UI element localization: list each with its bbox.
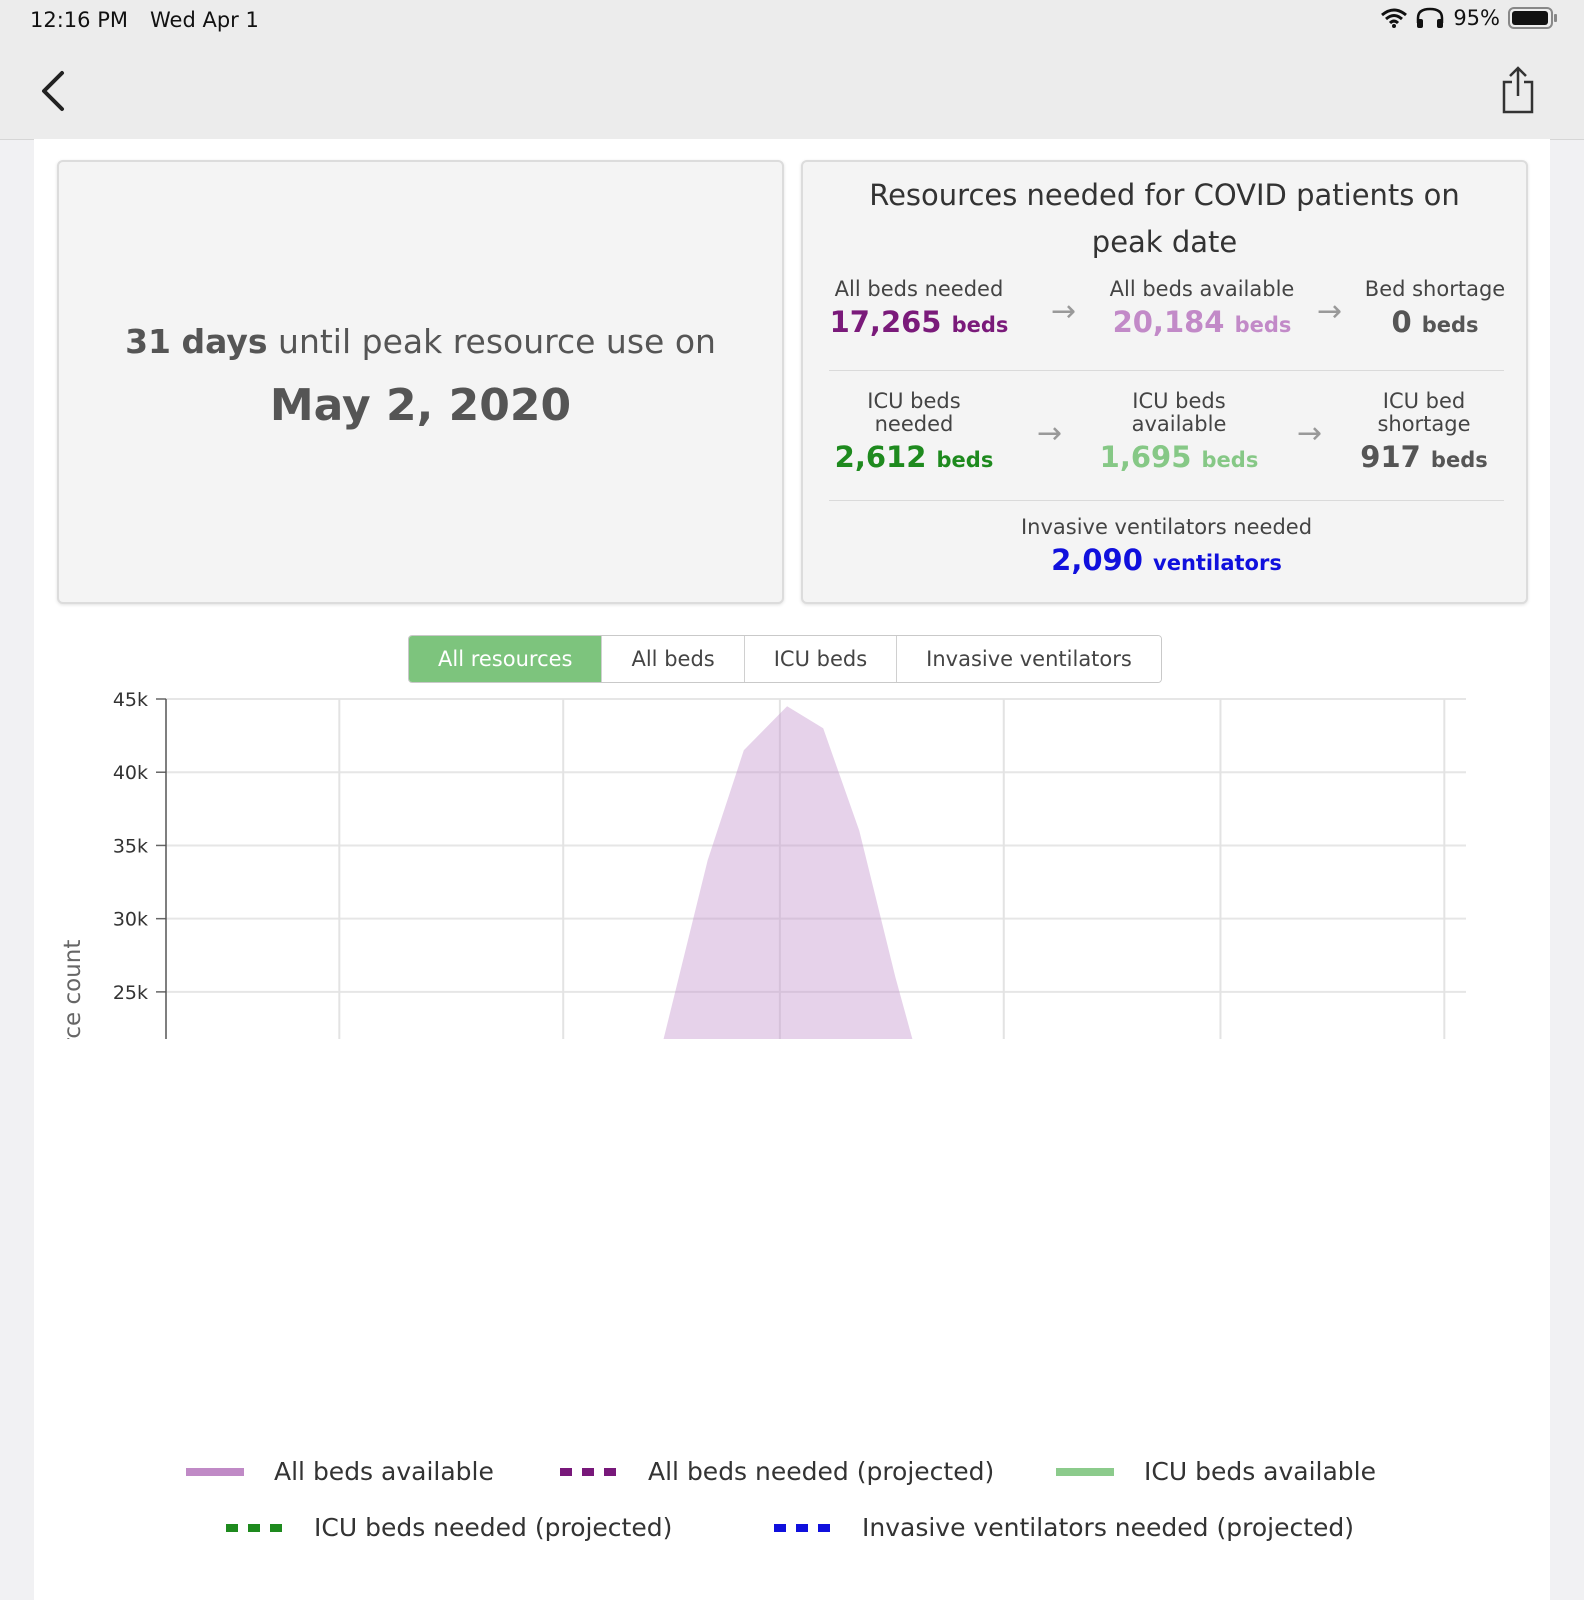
legend-all-beds-available[interactable]: All beds available [186, 1457, 494, 1486]
ventilators-needed: Invasive ventilators needed 2,090 ventil… [829, 515, 1504, 578]
status-date: Wed Apr 1 [150, 8, 259, 32]
y-tick-label: 25k [113, 982, 148, 1004]
battery-icon [1508, 7, 1557, 29]
peak-days-text: 31 days until peak resource use on [59, 322, 782, 361]
y-tick-label: 35k [113, 835, 148, 857]
legend-label: ICU beds available [1144, 1457, 1377, 1486]
arrow-right-icon: → [1317, 294, 1343, 329]
status-time: 12:16 PM [30, 8, 128, 32]
value-unit: beds [936, 448, 994, 472]
battery-percent: 95% [1453, 6, 1500, 30]
ventilators-label: Invasive ventilators needed [1020, 515, 1313, 539]
bed-shortage: Bed shortage 0 beds [1353, 277, 1517, 340]
peak-days-count: 31 [125, 322, 171, 361]
value-number: 917 [1360, 440, 1421, 474]
tab-invasive-ventilators[interactable]: Invasive ventilators [896, 636, 1161, 682]
icu-bed-shortage: ICU bed shortage 917 beds [1339, 389, 1509, 475]
legend-label: All beds available [274, 1457, 494, 1486]
legend-swatch [774, 1523, 832, 1532]
tab-icu-beds[interactable]: ICU beds [743, 636, 897, 682]
bed-shortage-value: 0 beds [1353, 305, 1517, 339]
arrow-right-icon: → [1051, 294, 1077, 329]
chevron-left-icon [42, 71, 64, 111]
value-number: 20,184 [1112, 305, 1225, 339]
value-unit: beds [1421, 313, 1479, 337]
legend-swatch [226, 1523, 284, 1532]
legend-all-beds-needed[interactable]: All beds needed (projected) [560, 1457, 994, 1486]
peak-description: until peak resource use on [278, 322, 716, 361]
bed-shortage-label: Bed shortage [1364, 277, 1506, 301]
share-button[interactable] [1498, 64, 1538, 116]
legend-label: ICU beds needed (projected) [314, 1513, 673, 1542]
legend-ventilators-needed[interactable]: Invasive ventilators needed (projected) [774, 1513, 1354, 1542]
dashboard-content: 31 days until peak resource use on May 2… [34, 139, 1550, 1600]
value-number: 1,695 [1099, 440, 1192, 474]
icu-needed-label-1: ICU beds [867, 389, 961, 413]
legend-swatch [186, 1467, 244, 1476]
icu-available-value: 1,695 beds [1089, 440, 1269, 474]
all-beds-available: All beds available 20,184 beds [1087, 277, 1317, 340]
value-number: 17,265 [829, 305, 942, 339]
legend-icu-beds-needed[interactable]: ICU beds needed (projected) [226, 1513, 672, 1542]
icu-shortage-label-1: ICU bed [1382, 389, 1466, 413]
legend-swatch [1056, 1467, 1114, 1476]
all-beds-row: All beds needed 17,265 beds → All beds a… [829, 277, 1505, 371]
arrow-right-icon: → [1297, 416, 1323, 451]
icu-beds-row: ICU beds needed 2,612 beds → ICU beds av… [829, 390, 1504, 501]
value-unit: beds [1234, 313, 1292, 337]
value-unit: beds [1201, 448, 1259, 472]
icu-shortage-label-2: shortage [1377, 412, 1471, 436]
status-indicators: 95% [1381, 6, 1558, 30]
wifi-icon [1381, 8, 1408, 28]
value-number: 2,090 [1051, 543, 1143, 577]
all-beds-needed-value: 17,265 beds [829, 305, 1009, 339]
icu-beds-needed: ICU beds needed 2,612 beds [829, 389, 999, 475]
resource-chart: 05k10k15k20k25k30k35k40k45kMar 01Apr 01M… [60, 689, 1466, 1039]
value-unit: ventilators [1153, 551, 1282, 575]
icu-beds-available: ICU beds available 1,695 beds [1089, 389, 1269, 475]
icu-needed-value: 2,612 beds [829, 440, 999, 474]
ventilators-row: Invasive ventilators needed 2,090 ventil… [829, 516, 1504, 596]
all-beds-available-label: All beds available [1109, 277, 1295, 301]
resource-tabs: All resources All beds ICU beds Invasive… [408, 635, 1162, 683]
resources-card: Resources needed for COVID patients on p… [801, 160, 1528, 604]
peak-summary-card: 31 days until peak resource use on May 2… [57, 160, 784, 604]
value-unit: beds [951, 313, 1009, 337]
peak-days-unit: days [181, 322, 268, 361]
status-bar: 12:16 PM Wed Apr 1 95% [0, 0, 1584, 46]
navigation-bar [0, 46, 1584, 140]
all-beds-available-value: 20,184 beds [1087, 305, 1317, 339]
resources-title: Resources needed for COVID patients on p… [869, 178, 1460, 259]
icu-available-label-2: available [1131, 412, 1227, 436]
all-beds-needed-label: All beds needed [834, 277, 1004, 301]
icu-needed-label-2: needed [874, 412, 954, 436]
uncertainty-band [663, 706, 913, 1039]
ventilators-value: 2,090 ventilators [829, 543, 1504, 577]
y-tick-label: 40k [113, 762, 148, 784]
icu-shortage-value: 917 beds [1339, 440, 1509, 474]
headphones-icon [1417, 7, 1444, 28]
legend-label: All beds needed (projected) [648, 1457, 995, 1486]
back-button[interactable] [34, 66, 74, 116]
value-number: 0 [1391, 305, 1412, 339]
tab-all-resources[interactable]: All resources [409, 636, 602, 682]
y-tick-label: 45k [113, 689, 148, 711]
arrow-right-icon: → [1037, 416, 1063, 451]
peak-date: May 2, 2020 [269, 380, 572, 431]
y-tick-label: 30k [113, 909, 148, 931]
value-unit: beds [1430, 448, 1488, 472]
tab-all-beds[interactable]: All beds [601, 636, 744, 682]
legend-label: Invasive ventilators needed (projected) [862, 1513, 1355, 1542]
share-icon [1502, 66, 1534, 114]
icu-available-label-1: ICU beds [1132, 389, 1226, 413]
legend-icu-beds-available[interactable]: ICU beds available [1056, 1457, 1376, 1486]
value-number: 2,612 [834, 440, 927, 474]
y-axis-label: Resource count [60, 940, 86, 1039]
legend-swatch [560, 1467, 618, 1476]
all-beds-needed: All beds needed 17,265 beds [829, 277, 1009, 340]
